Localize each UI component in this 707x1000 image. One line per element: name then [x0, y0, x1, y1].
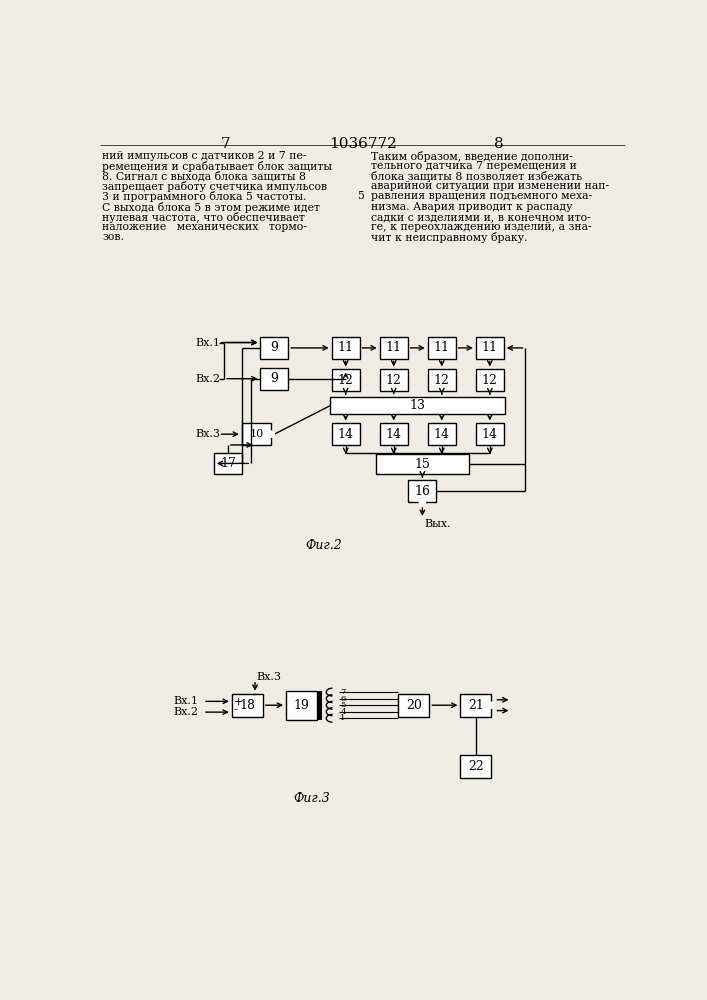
- Text: 10: 10: [250, 429, 264, 439]
- Text: Фиг.2: Фиг.2: [305, 539, 342, 552]
- Text: Фиг.3: Фиг.3: [293, 792, 330, 805]
- Text: чит к неисправному браку.: чит к неисправному браку.: [371, 232, 527, 243]
- Text: Вх.2: Вх.2: [174, 707, 199, 717]
- Text: Таким образом, введение дополни-: Таким образом, введение дополни-: [371, 151, 573, 162]
- FancyBboxPatch shape: [476, 423, 504, 445]
- FancyBboxPatch shape: [476, 337, 504, 359]
- Text: 20: 20: [406, 699, 422, 712]
- FancyBboxPatch shape: [398, 694, 429, 717]
- Text: Вх.1: Вх.1: [174, 696, 199, 706]
- Text: 6: 6: [340, 695, 346, 703]
- Text: 5: 5: [340, 701, 346, 709]
- FancyBboxPatch shape: [428, 369, 456, 391]
- Text: -: -: [233, 703, 238, 716]
- FancyBboxPatch shape: [476, 369, 504, 391]
- Text: ний импульсов с датчиков 2 и 7 пе-: ний импульсов с датчиков 2 и 7 пе-: [103, 151, 307, 161]
- Text: Вх.3: Вх.3: [195, 429, 221, 439]
- Text: 4: 4: [340, 708, 346, 716]
- Text: 5: 5: [357, 191, 364, 201]
- FancyBboxPatch shape: [232, 694, 263, 717]
- Text: 11: 11: [434, 341, 450, 354]
- Text: ремещения и срабатывает блок защиты: ремещения и срабатывает блок защиты: [103, 161, 332, 172]
- Text: 17: 17: [220, 457, 236, 470]
- FancyBboxPatch shape: [376, 454, 469, 474]
- FancyBboxPatch shape: [332, 423, 360, 445]
- Text: нулевая частота, что обеспечивает: нулевая частота, что обеспечивает: [103, 212, 305, 223]
- FancyBboxPatch shape: [380, 423, 408, 445]
- Text: 8: 8: [494, 137, 504, 151]
- FancyBboxPatch shape: [286, 691, 317, 720]
- Text: 18: 18: [239, 699, 255, 712]
- FancyBboxPatch shape: [332, 337, 360, 359]
- Text: +: +: [233, 697, 243, 707]
- Text: 7: 7: [221, 137, 230, 151]
- Text: зов.: зов.: [103, 232, 124, 242]
- FancyBboxPatch shape: [332, 369, 360, 391]
- Text: низма. Авария приводит к распаду: низма. Авария приводит к распаду: [371, 202, 573, 212]
- Text: 3 и программного блока 5 частоты.: 3 и программного блока 5 частоты.: [103, 191, 307, 202]
- Text: 9: 9: [271, 372, 279, 385]
- Text: Вх.2: Вх.2: [195, 374, 221, 384]
- FancyBboxPatch shape: [214, 453, 242, 474]
- Text: аварийной ситуации при изменении нап-: аварийной ситуации при изменении нап-: [371, 181, 609, 191]
- Text: 13: 13: [410, 399, 426, 412]
- Text: 9: 9: [271, 341, 279, 354]
- Text: 12: 12: [434, 374, 450, 387]
- Text: С выхода блока 5 в этом режиме идет: С выхода блока 5 в этом режиме идет: [103, 202, 320, 213]
- FancyBboxPatch shape: [460, 755, 491, 778]
- Text: 11: 11: [482, 341, 498, 354]
- Text: Вх.3: Вх.3: [257, 672, 281, 682]
- Circle shape: [489, 702, 494, 708]
- Circle shape: [419, 499, 426, 505]
- Text: 14: 14: [338, 428, 354, 441]
- FancyBboxPatch shape: [460, 694, 491, 717]
- Text: 22: 22: [468, 760, 484, 773]
- FancyBboxPatch shape: [380, 369, 408, 391]
- Text: Вых.: Вых.: [425, 519, 451, 529]
- FancyBboxPatch shape: [260, 337, 288, 359]
- Text: ге, к переохлаждению изделий, а зна-: ге, к переохлаждению изделий, а зна-: [371, 222, 592, 232]
- Text: 12: 12: [482, 374, 498, 387]
- Text: 16: 16: [414, 485, 431, 498]
- Text: садки с изделиями и, в конечном ито-: садки с изделиями и, в конечном ито-: [371, 212, 591, 222]
- Text: 11: 11: [386, 341, 402, 354]
- Text: 8. Сигнал с выхода блока защиты 8: 8. Сигнал с выхода блока защиты 8: [103, 171, 306, 182]
- Text: тельного датчика 7 перемещения и: тельного датчика 7 перемещения и: [371, 161, 577, 171]
- Text: 21: 21: [468, 699, 484, 712]
- FancyBboxPatch shape: [242, 423, 271, 445]
- Text: 14: 14: [482, 428, 498, 441]
- Text: наложение   механических   тормо-: наложение механических тормо-: [103, 222, 308, 232]
- Text: запрещает работу счетчика импульсов: запрещает работу счетчика импульсов: [103, 181, 327, 192]
- FancyBboxPatch shape: [409, 480, 436, 502]
- Text: 14: 14: [386, 428, 402, 441]
- Text: блока защиты 8 позволяет избежать: блока защиты 8 позволяет избежать: [371, 171, 583, 182]
- Text: 15: 15: [414, 458, 431, 471]
- Text: 7: 7: [340, 688, 346, 696]
- Text: 19: 19: [293, 699, 310, 712]
- FancyBboxPatch shape: [428, 423, 456, 445]
- Circle shape: [268, 431, 274, 437]
- Text: 1036772: 1036772: [329, 137, 397, 151]
- Text: 12: 12: [338, 374, 354, 387]
- Text: 11: 11: [338, 341, 354, 354]
- Text: 1: 1: [340, 714, 346, 722]
- FancyBboxPatch shape: [330, 397, 506, 414]
- FancyBboxPatch shape: [428, 337, 456, 359]
- Text: равления вращения подъемного меха-: равления вращения подъемного меха-: [371, 191, 592, 201]
- Text: Вх.1: Вх.1: [195, 338, 221, 348]
- FancyBboxPatch shape: [380, 337, 408, 359]
- Text: 12: 12: [386, 374, 402, 387]
- FancyBboxPatch shape: [260, 368, 288, 389]
- Text: 14: 14: [434, 428, 450, 441]
